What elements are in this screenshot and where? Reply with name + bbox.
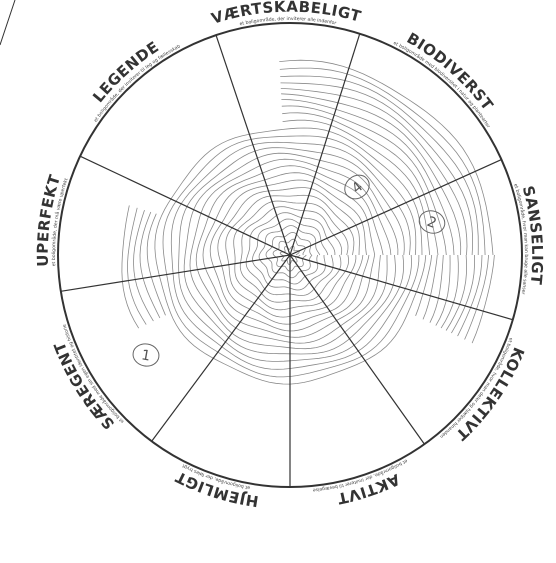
persona-wheel: VÆRTSKABELIGTet boligområde, der inviter…	[0, 0, 556, 563]
